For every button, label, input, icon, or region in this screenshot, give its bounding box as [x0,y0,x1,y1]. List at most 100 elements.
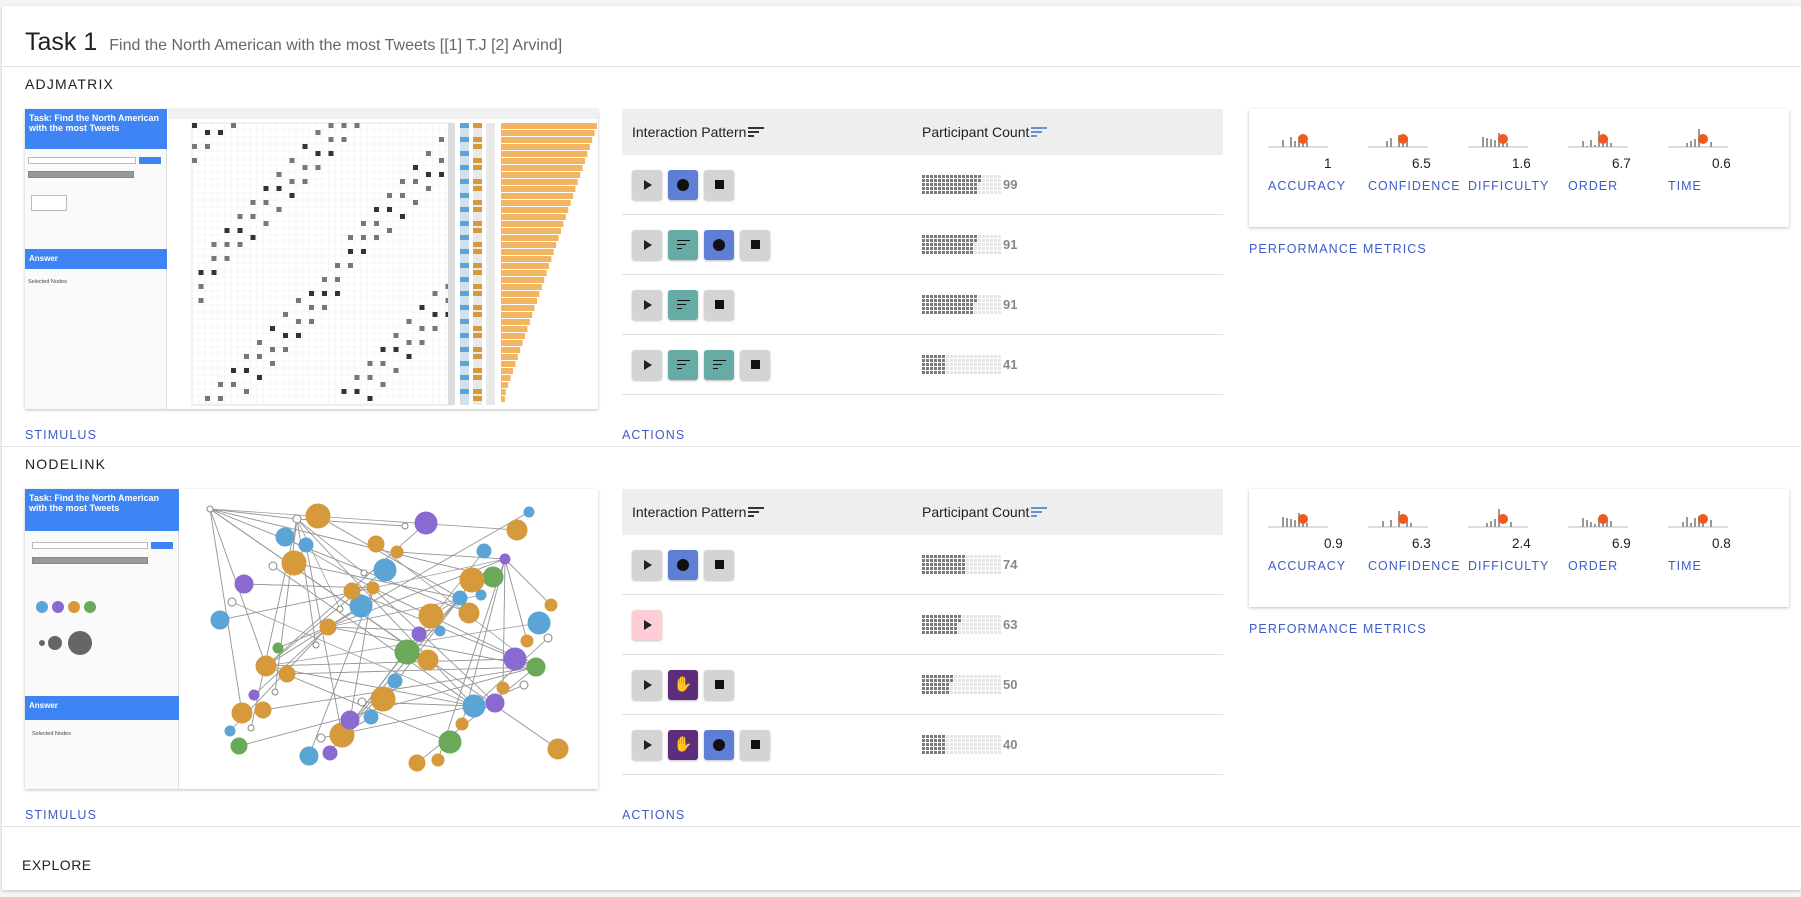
actions-link-adjmatrix[interactable]: ACTIONS [622,428,686,442]
stop-icon [750,740,760,749]
divider [2,66,1801,67]
dot-button[interactable] [668,549,698,580]
stop-button[interactable] [704,669,734,700]
metric-label[interactable]: TIME [1668,559,1702,573]
sort-icon[interactable] [1031,506,1048,518]
table-row[interactable]: 41 [622,335,1223,395]
sort-button[interactable] [668,289,698,320]
metric-label[interactable]: ORDER [1568,559,1619,573]
dot-button[interactable] [704,729,734,760]
play-button[interactable] [632,169,662,200]
stimulus-answer-banner: Answer [25,696,179,720]
metric-time: 0.8 TIME [1668,489,1763,607]
count-cell: 91 [922,295,1017,314]
metric-label[interactable]: CONFIDENCE [1368,179,1461,193]
participant-waffle [922,735,1001,754]
pattern-cell [622,289,922,320]
stimulus-thumbnail-nodelink[interactable]: Task: Find the North American with the m… [25,489,598,789]
play-button[interactable] [632,349,662,380]
participant-count: 91 [1003,237,1018,252]
metric-value: 2.4 [1512,536,1531,551]
count-cell: 50 [922,675,1017,694]
table-row[interactable]: ✋ 50 [622,655,1223,715]
performance-metrics-link-nodelink[interactable]: PERFORMANCE METRICS [1249,622,1427,636]
play-icon [644,739,652,750]
pattern-cell [622,609,922,640]
stimulus-clear-button [32,557,148,564]
participant-waffle [922,675,1001,694]
performance-metrics-link-adjmatrix[interactable]: PERFORMANCE METRICS [1249,242,1427,256]
participant-waffle [922,295,1001,314]
stop-button[interactable] [704,169,734,200]
stop-button[interactable] [740,729,770,760]
metric-histogram [1368,511,1428,528]
actions-rows: 99 91 91 41 [622,155,1223,395]
table-row[interactable]: 74 [622,535,1223,595]
stimulus-search-button [151,542,173,549]
hand-button[interactable]: ✋ [668,729,698,760]
table-row[interactable]: 63 [622,595,1223,655]
metric-confidence: 6.3 CONFIDENCE [1368,489,1463,607]
table-row[interactable]: 91 [622,215,1223,275]
participant-count: 50 [1003,677,1018,692]
stop-button[interactable] [704,549,734,580]
play-button[interactable] [632,229,662,260]
dot-button[interactable] [668,169,698,200]
pattern-cell [622,549,922,580]
count-cell: 74 [922,555,1017,574]
table-row[interactable]: 91 [622,275,1223,335]
play-icon [644,299,652,310]
stimulus-task-banner: Task: Find the North American with the m… [25,489,179,531]
metric-label[interactable]: DIFFICULTY [1468,179,1550,193]
stimulus-interactions-box [31,195,67,211]
play-button[interactable] [632,609,662,640]
play-icon [644,559,652,570]
sort-icon[interactable] [748,126,765,138]
table-row[interactable]: 99 [622,155,1223,215]
play-icon [644,619,652,630]
metric-label[interactable]: ACCURACY [1268,559,1347,573]
metric-difficulty: 1.6 DIFFICULTY [1468,109,1563,227]
sort-button[interactable] [668,229,698,260]
divider [2,446,1801,447]
table-row[interactable]: ✋ 40 [622,715,1223,775]
sort-button[interactable] [668,349,698,380]
metrics-panel-adjmatrix: 1 ACCURACY 6.5 CONFIDENCE 1.6 DIFFICULTY 6.7 OR… [1249,109,1789,227]
task-description: Find the North American with the most Tw… [109,37,563,54]
record-dot-icon [713,738,725,751]
metric-label[interactable]: ACCURACY [1268,179,1347,193]
stimulus-link-adjmatrix[interactable]: STIMULUS [25,428,98,442]
dot-button[interactable] [704,229,734,260]
metric-label[interactable]: CONFIDENCE [1368,559,1461,573]
count-cell: 63 [922,615,1017,634]
play-button[interactable] [632,289,662,320]
sort-lines-icon [676,359,690,370]
sort-button[interactable] [704,349,734,380]
pattern-cell [622,169,922,200]
metric-confidence: 6.5 CONFIDENCE [1368,109,1463,227]
stop-button[interactable] [704,289,734,320]
metric-accuracy: 0.9 ACCURACY [1268,489,1363,607]
participant-count: 74 [1003,557,1018,572]
explore-button[interactable]: EXPLORE [22,857,92,873]
play-button[interactable] [632,669,662,700]
metric-histogram [1468,133,1528,148]
metric-value: 6.5 [1412,156,1431,171]
play-button[interactable] [632,549,662,580]
actions-link-nodelink[interactable]: ACTIONS [622,808,686,822]
hand-button[interactable]: ✋ [668,669,698,700]
metric-histogram [1368,134,1428,148]
metric-label[interactable]: DIFFICULTY [1468,559,1550,573]
sort-icon[interactable] [1031,126,1048,138]
metric-label[interactable]: ORDER [1568,179,1619,193]
stop-button[interactable] [740,349,770,380]
stop-button[interactable] [740,229,770,260]
participant-count-header: Participant Count [922,124,1030,140]
stimulus-thumbnail-adjmatrix[interactable]: Task: Find the North American with the m… [25,109,598,409]
sort-icon[interactable] [748,506,765,518]
section-title-adjmatrix: ADJMATRIX [25,76,115,92]
stimulus-link-nodelink[interactable]: STIMULUS [25,808,98,822]
metric-label[interactable]: TIME [1668,179,1702,193]
play-button[interactable] [632,729,662,760]
play-icon [644,359,652,370]
